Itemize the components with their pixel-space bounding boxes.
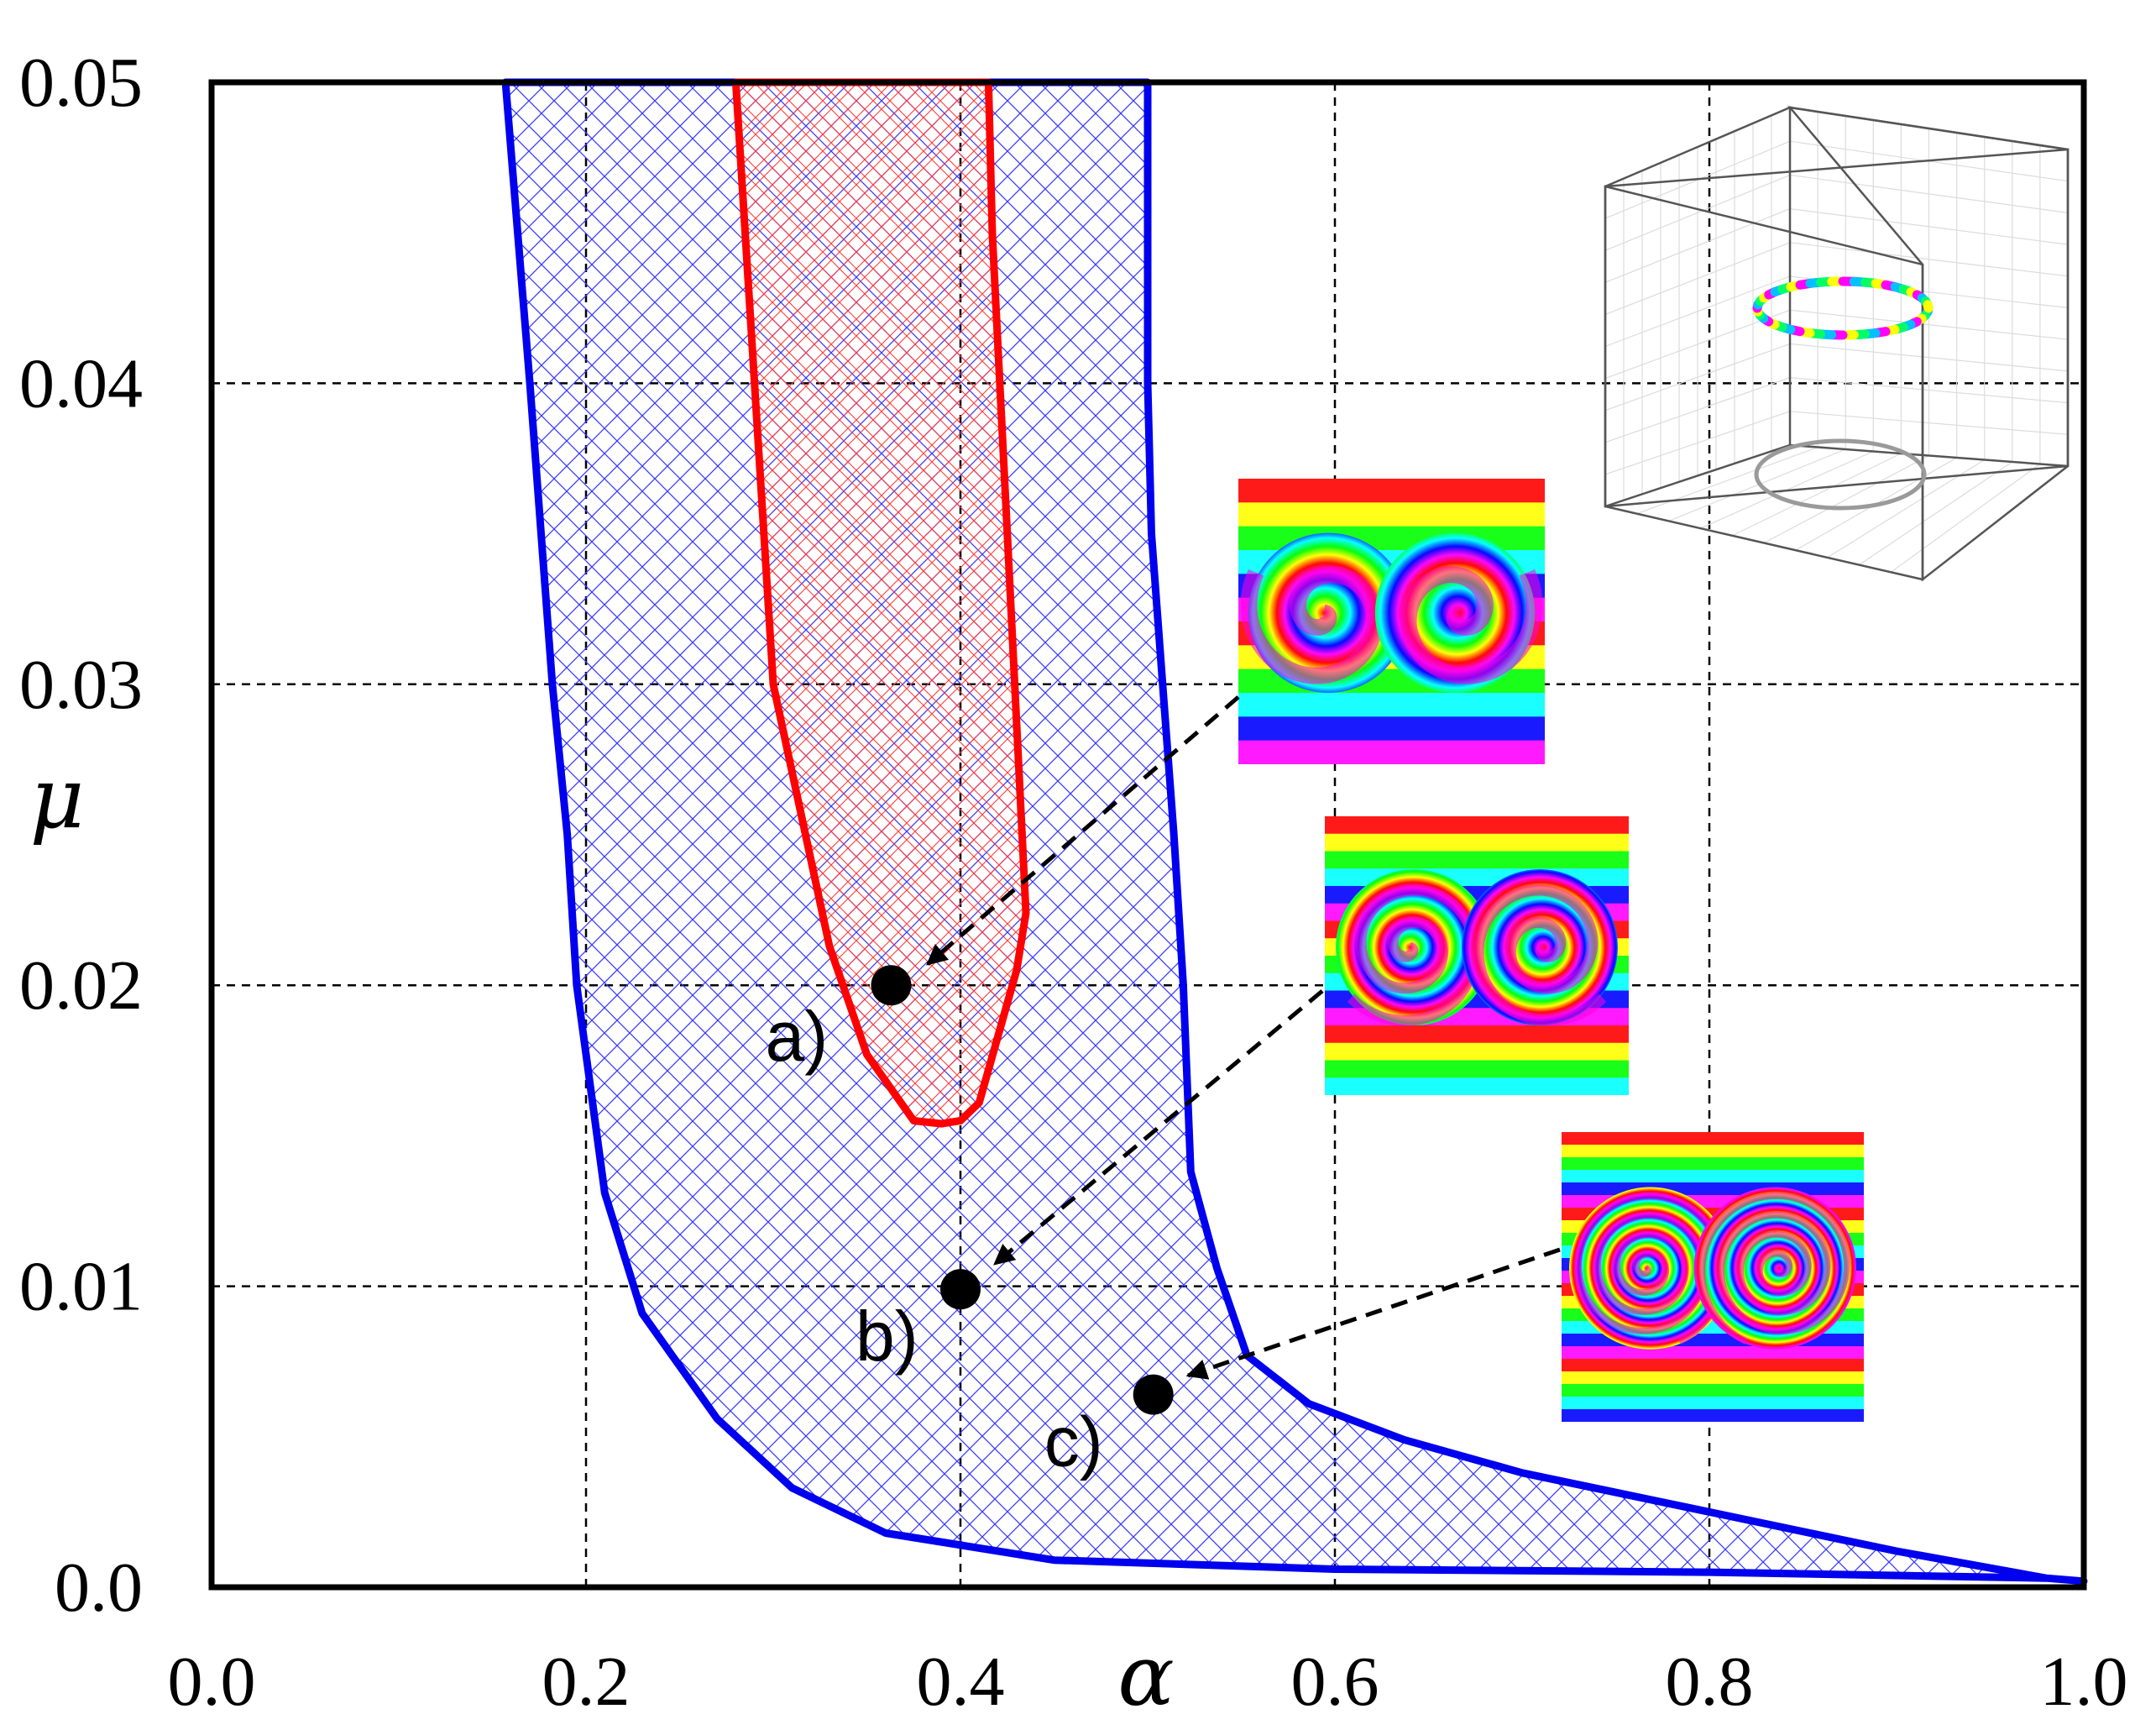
x-axis-title: α xyxy=(1117,1627,1175,1725)
x-tick-label: 0.6 xyxy=(1291,1643,1379,1721)
x-tick-label: 0.2 xyxy=(542,1643,631,1721)
inset-spiral-a xyxy=(1238,479,1545,764)
point-label: c) xyxy=(1044,1402,1103,1481)
data-point xyxy=(940,1269,981,1310)
x-tick-label: 0.8 xyxy=(1666,1643,1754,1721)
data-point xyxy=(871,965,912,1006)
plot-frame xyxy=(208,79,2087,1591)
y-tick-label: 0.05 xyxy=(19,44,143,122)
y-tick-label: 0.02 xyxy=(19,946,143,1025)
y-tick-label: 0.0 xyxy=(55,1549,143,1627)
x-tick-label: 1.0 xyxy=(2040,1643,2128,1721)
y-tick-labels: 0.0 0.01 0.02 0.03 0.04 0.05 xyxy=(19,44,143,1627)
arrow-a xyxy=(926,695,1240,966)
inset-spiral-b xyxy=(1325,816,1629,1095)
data-point xyxy=(1133,1374,1174,1415)
x-tick-label: 0.0 xyxy=(168,1643,256,1721)
inset-3d-box xyxy=(1604,106,2070,582)
point-label: b) xyxy=(856,1297,918,1376)
inner-region xyxy=(731,78,1030,1128)
y-tick-label: 0.03 xyxy=(19,646,143,724)
x-tick-label: 0.4 xyxy=(917,1643,1005,1721)
data-points: a) b) c) xyxy=(765,965,1174,1481)
inset-arrows xyxy=(926,695,1561,1380)
ring-shadow xyxy=(1754,438,1927,511)
arrow-c xyxy=(1185,1247,1561,1380)
ring xyxy=(1752,276,1934,340)
point-label: a) xyxy=(765,997,828,1076)
y-tick-label: 0.04 xyxy=(19,344,143,422)
x-tick-labels: 0.0 0.2 0.4 0.6 0.8 1.0 xyxy=(168,1643,2128,1721)
inset-spiral-c xyxy=(1562,1132,1864,1422)
y-axis-title: μ xyxy=(30,749,85,847)
y-tick-label: 0.01 xyxy=(19,1248,143,1326)
arrow-b xyxy=(993,989,1324,1266)
